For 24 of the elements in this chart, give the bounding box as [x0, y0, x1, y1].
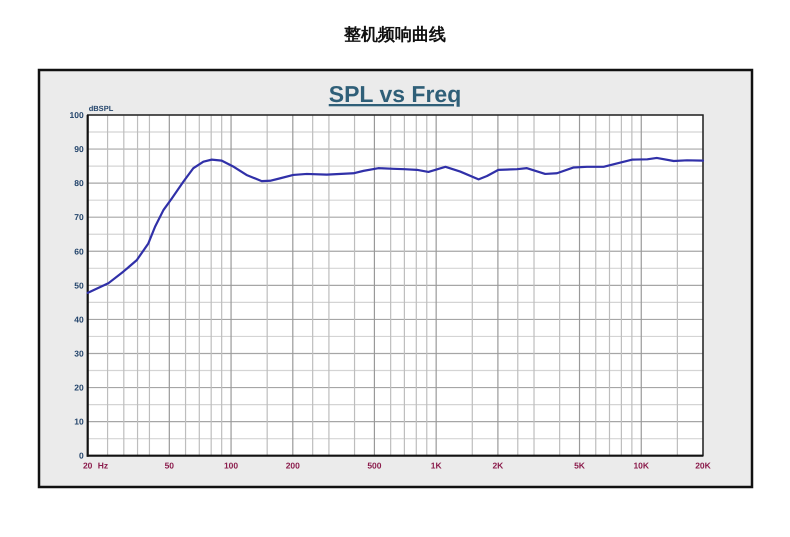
y-tick-label: 30	[74, 348, 84, 358]
x-tick-label: 20K	[695, 460, 712, 471]
x-tick-label: 50	[164, 460, 174, 471]
y-tick-label: 60	[74, 246, 84, 256]
y-tick-label: 10	[74, 416, 84, 427]
chart-subtitle: SPL vs Freq	[328, 81, 462, 107]
x-tick-label: 500	[367, 460, 382, 471]
y-tick-label: 20	[74, 382, 84, 393]
y-tick-label: 40	[74, 314, 84, 324]
x-tick-label: 10K	[633, 460, 650, 471]
x-tick-label: 200	[286, 460, 300, 471]
x-tick-label: 20	[82, 460, 93, 471]
y-tick-label: 50	[74, 280, 84, 290]
x-tick-label: 100	[224, 460, 238, 471]
y-tick-label: 70	[74, 212, 84, 222]
x-tick-label: 1K	[430, 460, 442, 471]
y-tick-label: 90	[74, 144, 84, 154]
y-tick-label: 100	[70, 110, 84, 120]
y-tick-label: 0	[78, 450, 84, 461]
y-tick-label: 80	[74, 178, 84, 188]
x-axis-title: Hz	[98, 460, 108, 471]
chart-title: 整机频响曲线	[343, 25, 446, 44]
x-tick-label: 5K	[574, 460, 586, 471]
x-tick-label: 2K	[492, 460, 504, 471]
